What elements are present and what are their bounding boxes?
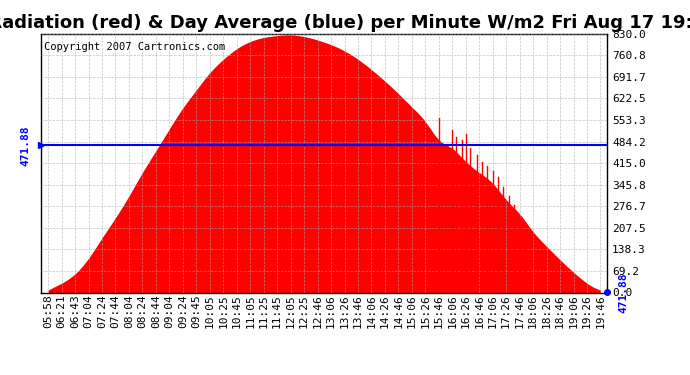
Text: Copyright 2007 Cartronics.com: Copyright 2007 Cartronics.com xyxy=(44,42,226,51)
Text: 471.88: 471.88 xyxy=(20,125,30,166)
Text: 471.88: 471.88 xyxy=(618,272,629,313)
Title: Solar Radiation (red) & Day Average (blue) per Minute W/m2 Fri Aug 17 19:47: Solar Radiation (red) & Day Average (blu… xyxy=(0,14,690,32)
